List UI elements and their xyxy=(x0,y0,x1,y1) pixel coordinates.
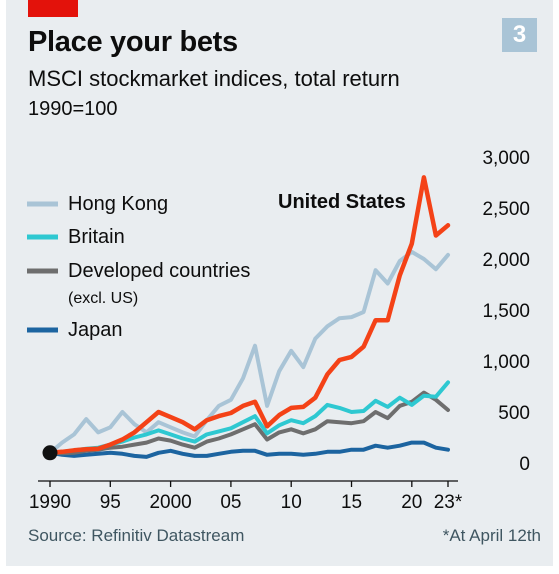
x-tick-label: 1990 xyxy=(29,492,71,513)
x-tick-label: 05 xyxy=(220,492,241,513)
x-tick-label: 23* xyxy=(434,492,463,513)
x-tick-label: 15 xyxy=(341,492,362,513)
legend-label-japan: Japan xyxy=(68,319,123,341)
footnote: *At April 12th xyxy=(442,526,541,545)
united-states-label: United States xyxy=(278,191,406,213)
chart-number-badge: 3 xyxy=(502,18,537,52)
series-line-japan xyxy=(48,440,450,459)
legend-sublabel: (excl. US) xyxy=(68,290,138,307)
y-tick-label: 3,000 xyxy=(482,148,530,169)
y-tick-label: 2,500 xyxy=(482,199,530,220)
x-tick-label: 10 xyxy=(281,492,302,513)
x-tick-label: 2000 xyxy=(149,492,191,513)
x-tick-label: 20 xyxy=(401,492,422,513)
y-tick-label: 500 xyxy=(498,403,530,424)
chart-subtitle: MSCI stockmarket indices, total return xyxy=(28,66,400,91)
legend-label-britain: Britain xyxy=(68,226,125,248)
legend-label-developed-countries: Developed countries xyxy=(68,260,250,282)
base-point-marker xyxy=(42,445,58,461)
x-tick-label: 95 xyxy=(100,492,121,513)
series-line-united-states xyxy=(47,175,451,456)
y-tick-label: 2,000 xyxy=(482,250,530,271)
source-note: Source: Refinitiv Datastream xyxy=(28,526,245,545)
chart-title: Place your bets xyxy=(28,26,238,58)
legend-label-hong-kong: Hong Kong xyxy=(68,193,168,215)
series-line-hong-kong xyxy=(48,249,450,455)
y-tick-label: 1,000 xyxy=(482,352,530,373)
y-tick-label: 0 xyxy=(519,454,530,475)
y-tick-label: 1,500 xyxy=(482,301,530,322)
chart-unit-label: 1990=100 xyxy=(28,98,118,120)
brand-red-tag xyxy=(28,0,78,17)
series-line-developed-countries xyxy=(48,390,450,456)
chart-panel xyxy=(6,0,553,566)
